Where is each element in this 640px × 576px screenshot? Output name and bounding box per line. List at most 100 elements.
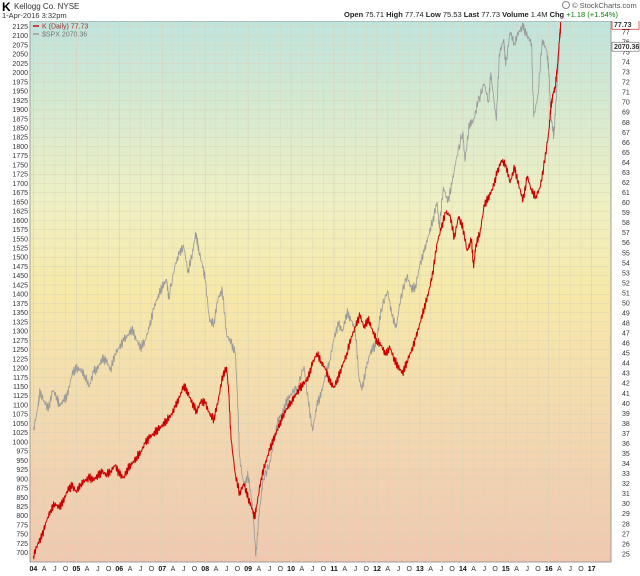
brand-link[interactable]: © StockCharts.com [562, 1, 637, 10]
left-tick-label: 1100 [13, 402, 28, 409]
high-value: 77.74 [404, 10, 424, 19]
legend-entry: K (Daily) 77.73 [42, 24, 88, 31]
legend: K (Daily) 77.73$SPX 2070.36 [33, 24, 88, 39]
x-tick-label: O [449, 566, 455, 573]
k-last-value-label: 77.73 [614, 22, 632, 29]
x-tick-label: O [192, 566, 198, 573]
right-tick-label: 42 [622, 381, 630, 388]
left-tick-label: 2000 [12, 70, 28, 77]
left-tick-label: 1975 [12, 79, 28, 86]
left-tick-label: 1700 [12, 181, 28, 188]
left-tick-label: 1000 [12, 439, 28, 446]
right-tick-label: 48 [622, 321, 630, 328]
right-tick-label: 62 [622, 180, 630, 187]
right-tick-label: 26 [622, 541, 630, 548]
left-tick-label: 1250 [12, 347, 28, 354]
right-tick-label: 60 [622, 200, 630, 207]
left-tick-label: 1550 [12, 236, 28, 243]
x-tick-label: J [53, 566, 57, 573]
right-tick-label: 38 [622, 421, 630, 428]
x-tick-label: 05 [72, 566, 80, 573]
left-tick-label: 1600 [12, 218, 28, 225]
left-tick-label: 1375 [12, 301, 28, 308]
x-tick-label: O [149, 566, 155, 573]
quote-datetime: 1-Apr-2016 3:32pm [2, 11, 67, 20]
last-label: Last [463, 10, 480, 19]
left-tick-label: 1175 [13, 375, 28, 382]
x-tick-label: O [364, 566, 370, 573]
x-tick-label: A [514, 566, 519, 573]
x-tick-label: J [483, 566, 487, 573]
right-tick-label: 35 [622, 451, 630, 458]
chg-value: +1.18 (+1.54%) [566, 10, 618, 19]
x-tick-label: 07 [158, 566, 166, 573]
last-value: 77.73 [481, 10, 501, 19]
left-tick-label: 1025 [12, 430, 28, 437]
right-tick-label: 39 [622, 411, 630, 418]
x-tick-label: J [526, 566, 530, 573]
right-tick-label: 41 [622, 391, 630, 398]
x-tick-label: A [214, 566, 219, 573]
x-tick-label: O [535, 566, 541, 573]
right-tick-label: 46 [622, 341, 630, 348]
left-tick-label: 1475 [12, 264, 28, 271]
right-tick-label: 32 [622, 481, 630, 488]
low-value: 75.53 [442, 10, 462, 19]
left-tick-label: 1825 [12, 135, 28, 142]
left-tick-label: 1675 [12, 190, 28, 197]
left-tick-label: 1950 [12, 89, 28, 96]
left-tick-label: 1400 [12, 292, 28, 299]
x-tick-label: O [278, 566, 284, 573]
left-tick-label: 1275 [12, 338, 28, 345]
x-tick-label: 16 [545, 566, 553, 573]
left-tick-label: 1775 [12, 153, 28, 160]
left-tick-label: 850 [16, 495, 28, 502]
right-tick-label: 63 [622, 170, 630, 177]
quote-summary: Open 75.71 High 77.74 Low 75.53 Last 77.… [344, 10, 618, 19]
x-tick-label: A [385, 566, 390, 573]
chart-header: K Kellogg Co. NYSE 1-Apr-2016 3:32pm Ope… [0, 0, 640, 21]
left-tick-label: 2125 [12, 24, 28, 31]
k-line [32, 22, 562, 560]
right-tick-label: 67 [622, 130, 630, 137]
right-tick-label: 49 [622, 310, 630, 317]
right-tick-label: 55 [622, 250, 630, 257]
open-label: Open [344, 10, 364, 19]
x-tick-label: J [182, 566, 186, 573]
chg-label: Chg [549, 10, 565, 19]
left-tick-label: 825 [16, 504, 28, 511]
x-tick-label: O [492, 566, 498, 573]
right-tick-label: 77 [622, 29, 630, 36]
spx-last-value-label: 2070.36 [614, 44, 639, 51]
left-tick-label: 1650 [12, 199, 28, 206]
left-tick-label: 975 [16, 449, 28, 456]
high-label: High [386, 10, 403, 19]
x-tick-label: 17 [588, 566, 596, 573]
x-tick-label: J [225, 566, 229, 573]
open-value: 75.71 [365, 10, 385, 19]
x-tick-label: 04 [30, 566, 38, 573]
right-tick-label: 71 [622, 90, 630, 97]
x-tick-label: A [557, 566, 562, 573]
left-tick-label: 725 [16, 541, 28, 548]
right-tick-label: 44 [622, 361, 630, 368]
stockcharts-logo-icon [562, 1, 570, 9]
x-tick-label: J [440, 566, 444, 573]
left-tick-label: 1750 [12, 162, 28, 169]
x-tick-label: A [299, 566, 304, 573]
right-tick-label: 59 [622, 210, 630, 217]
x-tick-label: O [106, 566, 112, 573]
x-tick-label: A [85, 566, 90, 573]
left-tick-label: 900 [16, 476, 28, 483]
last-value-labels: 77.73 2070.36 [611, 19, 639, 52]
right-axis: 25 26 27 28 29 30 31 32 33 34 35 36 37 38 39 40 41 42 43 44… [622, 29, 630, 558]
right-tick-label: 51 [622, 290, 630, 297]
x-axis: 04 A J O 05 A J O 06 A J O 07 A J O 08 A J O 09 A J O 10 A J O 11 A J O… [30, 566, 596, 573]
x-tick-label: A [171, 566, 176, 573]
right-tick-label: 36 [622, 441, 630, 448]
right-tick-label: 70 [622, 100, 630, 107]
left-tick-label: 1450 [12, 273, 28, 280]
x-tick-label: O [578, 566, 584, 573]
left-tick-label: 2100 [12, 33, 28, 40]
